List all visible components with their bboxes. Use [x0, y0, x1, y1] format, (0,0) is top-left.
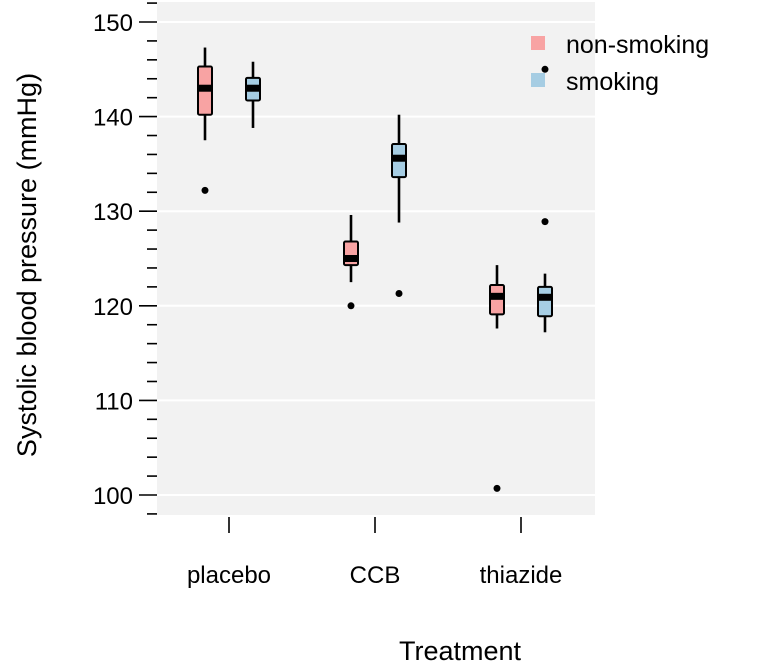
x-tick-label: thiazide: [480, 562, 563, 589]
y-axis: 100 110 120 130 140 150: [93, 2, 157, 515]
box-smoking-placebo: [245, 61, 261, 128]
y-tick-label: 100: [93, 483, 133, 510]
y-tick-label: 150: [93, 10, 133, 37]
x-tick-label: CCB: [350, 562, 401, 589]
median-bar: [246, 84, 260, 92]
x-tick-label: placebo: [187, 562, 271, 589]
box-non-smoking-placebo: [197, 47, 213, 194]
y-axis-title: Systolic blood pressure (mmHg): [12, 73, 42, 457]
plot-panel: [157, 2, 595, 515]
box-non-smoking-CCB: [343, 214, 359, 310]
box-smoking-thiazide: [537, 65, 553, 333]
legend-swatch-smoking: [531, 73, 545, 87]
x-axis-title: Treatment: [399, 636, 522, 666]
median-bar: [490, 292, 504, 300]
y-tick-label: 110: [95, 388, 133, 415]
median-bar: [392, 154, 406, 162]
outlier-point: [201, 186, 209, 194]
legend-label-smoking: smoking: [566, 68, 659, 96]
boxes: [197, 47, 553, 492]
iqr-box: [537, 285, 553, 318]
median-bar: [344, 255, 358, 262]
median-bar: [538, 293, 552, 301]
outlier-point: [347, 302, 355, 310]
y-tick-label: 140: [93, 105, 133, 132]
box-non-smoking-thiazide: [489, 265, 505, 492]
y-tick-label: 120: [93, 294, 133, 321]
y-tick-label: 130: [93, 199, 133, 226]
outlier-point: [493, 484, 501, 492]
x-axis: placebo CCB thiazide: [187, 517, 562, 589]
outlier-point: [541, 65, 549, 73]
median-bar: [198, 84, 212, 92]
outlier-point: [395, 290, 403, 298]
grid-lines: [157, 21, 595, 496]
legend: non-smoking smoking: [531, 31, 709, 96]
outlier-point: [541, 218, 549, 226]
legend-swatch-non-smoking: [531, 36, 545, 50]
legend-label-non-smoking: non-smoking: [566, 31, 709, 59]
box-smoking-CCB: [391, 114, 407, 298]
